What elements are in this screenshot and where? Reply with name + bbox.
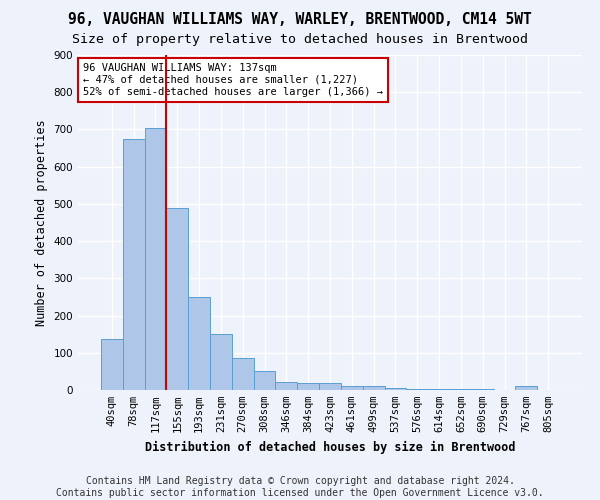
Text: Contains HM Land Registry data © Crown copyright and database right 2024.
Contai: Contains HM Land Registry data © Crown c… xyxy=(56,476,544,498)
Text: 96 VAUGHAN WILLIAMS WAY: 137sqm
← 47% of detached houses are smaller (1,227)
52%: 96 VAUGHAN WILLIAMS WAY: 137sqm ← 47% of… xyxy=(83,64,383,96)
Bar xyxy=(188,297,210,390)
Bar xyxy=(232,358,254,390)
X-axis label: Distribution of detached houses by size in Brentwood: Distribution of detached houses by size … xyxy=(145,440,515,454)
Bar xyxy=(275,382,297,390)
Bar xyxy=(363,386,385,390)
Bar xyxy=(406,389,428,390)
Bar xyxy=(319,384,341,390)
Text: 96, VAUGHAN WILLIAMS WAY, WARLEY, BRENTWOOD, CM14 5WT: 96, VAUGHAN WILLIAMS WAY, WARLEY, BRENTW… xyxy=(68,12,532,28)
Bar xyxy=(166,208,188,390)
Bar xyxy=(385,388,406,390)
Bar xyxy=(254,372,275,390)
Bar xyxy=(297,382,319,390)
Bar xyxy=(145,128,166,390)
Bar xyxy=(123,138,145,390)
Bar xyxy=(210,334,232,390)
Bar xyxy=(341,386,363,390)
Bar xyxy=(515,386,537,390)
Y-axis label: Number of detached properties: Number of detached properties xyxy=(35,119,48,326)
Text: Size of property relative to detached houses in Brentwood: Size of property relative to detached ho… xyxy=(72,32,528,46)
Bar xyxy=(101,339,123,390)
